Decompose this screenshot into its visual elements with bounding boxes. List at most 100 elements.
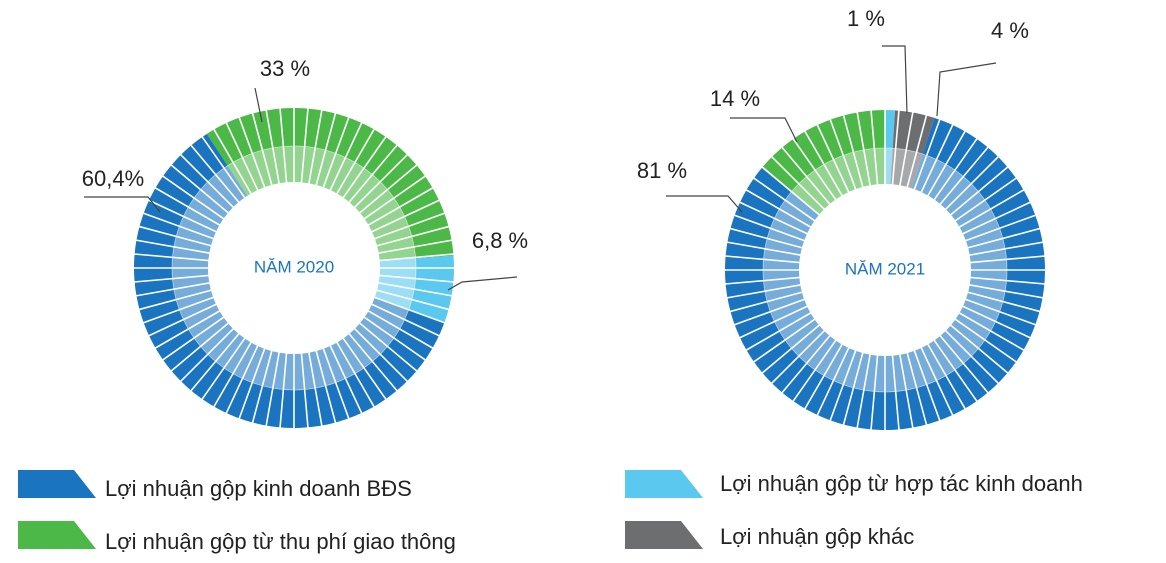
segment-gap [968,276,1047,285]
segment-gap [737,200,810,236]
segment-gap [366,309,435,350]
segment-gap [760,165,822,217]
segment-gap [341,336,388,402]
slice [206,107,454,259]
segment-gap [732,213,807,243]
segment-gap [723,255,802,264]
segment-gap [352,326,410,384]
segment-gap [856,110,872,188]
ring-gap [762,147,1008,393]
value-label: 60,4% [82,166,144,191]
value-label: 4 % [991,18,1029,43]
legend-label: Lợi nhuận gộp từ hợp tác kinh doanh [720,471,1083,496]
segment-gap [153,186,222,227]
slice-inner [762,153,1007,392]
segment-gap [760,323,822,375]
segment-gap [737,304,810,340]
segment-gap [938,145,990,207]
segment-gap [224,343,260,416]
segment-gap [967,241,1045,257]
segment-gap [376,239,454,255]
segment-gap [803,342,844,411]
segment-gap [963,213,1038,243]
segment-gap [146,198,219,234]
segment-gap [828,348,858,423]
segment-gap [279,351,288,430]
segment-gap [842,350,865,427]
segment-gap [898,352,914,430]
segment-gap [169,163,231,215]
segment-gap [357,321,419,373]
segment-gap [335,340,376,409]
segment-gap [362,174,428,221]
value-label: 81 % [637,158,687,183]
segment-gap [372,211,447,241]
center-title: NĂM 2020 [254,257,334,276]
segment-gap [357,163,419,215]
segment-gap [957,188,1026,229]
segment-gap [200,336,247,402]
segment-gap [948,165,1010,217]
segment-gap [352,152,410,210]
legend-label: Lợi nhuận gộp kinh doanh BĐS [105,476,412,501]
segment-gap [769,328,827,386]
segment-gap [965,290,1042,313]
segment-gap [725,283,803,299]
segment-gap [347,331,399,393]
segment-gap [919,345,955,418]
segment-gap [963,297,1038,327]
segment-gap [725,241,803,257]
segment-gap [132,253,211,262]
segment-gap [803,129,844,198]
segment-gap [376,281,454,297]
segment-gap [374,225,451,248]
segment-gap [932,136,979,202]
leader-line [254,87,263,123]
segment-gap [169,321,231,373]
segment-gap [791,338,838,404]
leader-line [882,45,908,114]
segment-gap [137,288,214,311]
segment-gap [369,198,442,234]
segment-gap [723,276,802,285]
segment-gap [870,108,879,187]
segment-gap [905,113,928,190]
segment-gap [728,290,805,313]
segment-gap [372,295,447,325]
segment-gap [134,281,212,297]
segment-gap [938,333,990,395]
legend-swatch [18,470,96,498]
segment-gap [178,326,236,384]
segment-gap [828,117,858,192]
value-label: 6,8 % [472,228,528,253]
leader-line [84,196,161,213]
segment-gap [870,353,879,432]
segment-gap [957,311,1026,352]
leader-line [447,276,518,291]
segment-gap [307,108,323,186]
segment-gap [146,302,219,338]
segment-gap [732,297,807,327]
slice [408,255,454,323]
segment-gap [134,239,212,255]
segment-gap [212,340,253,409]
segment-gap [212,127,253,196]
segment-gap [967,283,1045,299]
value-label: 14 % [710,86,760,111]
segment-gap [279,106,288,185]
slice-inner [374,258,416,310]
segment-gap [968,255,1047,264]
value-label: 1 % [847,6,885,31]
segment-gap [369,302,442,338]
segment-gap [960,304,1033,340]
segment-gap [321,115,351,190]
segment-gap [321,346,351,421]
segment-gap [780,145,832,207]
value-label: 33 % [260,56,310,81]
center-title: NĂM 2021 [845,259,925,278]
segment-gap [815,345,851,418]
segment-gap [965,227,1042,250]
legend-label: Lợi nhuận gộp từ thu phí giao thông [105,529,456,554]
segment-gap [251,111,274,188]
